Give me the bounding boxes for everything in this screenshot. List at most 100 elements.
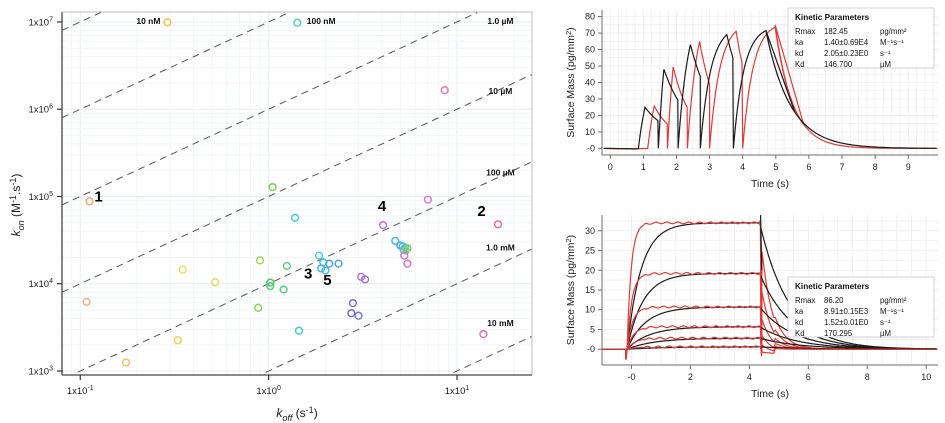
sensorgram-data-curve — [603, 24, 938, 150]
sensorgram-x-axis-title: Time (s) — [751, 178, 789, 190]
sensorgram-x-tick-label: 3 — [707, 162, 712, 172]
sensorgram-y-tick-label: 40 — [585, 78, 595, 88]
kinetic-parameter-key: kd — [795, 318, 803, 327]
sensorgram-y-tick-label: 15 — [585, 285, 595, 295]
sensorgram-x-tick-label: 10 — [921, 372, 931, 382]
scatter-x-tick-label: 1x101 — [445, 385, 470, 397]
panel-sensorgram-bottom: -0 5 10 15 20 25 30 -0 2 4 6 8 10 Time (s) Surface Ma… — [560, 205, 945, 423]
sensorgram-bottom-axis-titles: Time (s) Surface Mass (pg/mm2) — [564, 235, 789, 400]
scatter-point — [403, 259, 412, 268]
isoaffinity-line — [453, 335, 533, 374]
scatter-point — [391, 236, 400, 246]
scatter-annotation: 2 — [477, 203, 485, 220]
sensorgram-x-tick-label: 8 — [865, 372, 870, 382]
kinetic-parameter-value: 86.20 — [824, 296, 844, 305]
scatter-axes — [61, 11, 533, 376]
kinetic-parameter-unit: pg/mm² — [880, 296, 907, 305]
sensorgram-x-tick-label: -0 — [627, 372, 635, 382]
kinetic-parameter-unit: µM — [880, 329, 891, 338]
sensorgram-y-tick-label: 10 — [585, 305, 595, 315]
scatter-point — [255, 256, 265, 265]
kinetic-parameter-unit: µM — [880, 60, 891, 69]
sensorgram-top-svg: -0 10 20 30 40 50 60 70 80 0 1 2 3 4 5 6 7 8 9 Time (s) Sur… — [564, 7, 938, 190]
scatter-x-axis-title: koff (s-1) — [276, 405, 317, 423]
scatter-point — [423, 195, 433, 204]
scatter-point — [440, 86, 449, 95]
sensorgram-x-tick-label: 8 — [873, 162, 878, 172]
scatter-point — [173, 336, 183, 345]
kinetic-parameters-title: Kinetic Parameters — [795, 282, 870, 291]
scatter-point — [82, 297, 91, 307]
kinetic-parameter-key: Rmax — [795, 296, 815, 305]
sensorgram-bottom-ticks: -0 5 10 15 20 25 30 -0 2 4 6 8 10 — [585, 226, 931, 382]
kinetic-parameter-key: Kd — [795, 329, 805, 338]
scatter-point — [317, 264, 326, 273]
panel-kinetic-map: 10 nM 100 nM 1.0 µM 10 µM 100 µM 1.0 mM 10 mM … — [8, 11, 533, 423]
scatter-y-tick-label: 1x107 — [28, 16, 53, 28]
scatter-point — [210, 278, 220, 287]
sensorgram-fit-curve — [603, 29, 937, 150]
scatter-point — [178, 265, 187, 274]
scatter-point — [293, 18, 302, 27]
scatter-annotation: 5 — [323, 272, 331, 289]
scatter-y-axis-title: kon (M-1.s-1) — [8, 174, 26, 237]
kinetic-parameters-box-top: Kinetic Parameters Rmax 182.45 pg/mm² ka 1.40… — [787, 7, 935, 69]
scatter-axis-titles: koff (s-1) kon (M-1.s-1) — [8, 174, 318, 423]
sensorgram-x-tick-label: 9 — [906, 162, 911, 172]
kinetic-parameter-unit: s⁻¹ — [880, 318, 891, 327]
isoaffinity-label: 10 µM — [489, 86, 513, 96]
sensorgram-y-tick-label: 60 — [585, 45, 595, 55]
scatter-point — [401, 246, 411, 255]
sensorgram-x-tick-label: 5 — [773, 162, 778, 172]
sensorgram-injection-spike — [760, 214, 763, 271]
kinetic-parameter-unit: pg/mm² — [880, 27, 907, 36]
kinetic-parameter-value: 8.91±0.15E3 — [824, 307, 868, 316]
panel-sensorgram-top: -0 10 20 30 40 50 60 70 80 0 1 2 3 4 5 6 7 8 9 Time (s) Sur… — [560, 0, 945, 212]
scatter-point — [266, 278, 275, 287]
sensorgram-x-tick-label: 1 — [641, 162, 646, 172]
scatter-y-tick-label: 1x106 — [28, 104, 53, 116]
sensorgram-y-tick-label: 20 — [585, 110, 595, 120]
sensorgram-x-tick-label: 2 — [688, 372, 693, 382]
scatter-point — [85, 197, 94, 206]
sensorgram-y-tick-label: 5 — [590, 324, 595, 334]
sensorgram-x-tick-label: 6 — [806, 372, 811, 382]
scatter-annotation: 1 — [94, 188, 102, 205]
scatter-point — [334, 259, 343, 268]
kinetic-parameter-key: ka — [795, 38, 804, 47]
kinetic-parameter-key: kd — [795, 49, 803, 58]
scatter-point — [294, 326, 304, 335]
sensorgram-data-curve — [602, 345, 938, 360]
scatter-x-tick-label: 1x100 — [256, 385, 281, 397]
scatter-tick-labels: 1x103 1x104 1x105 1x106 1x107 1x10-1 1x100 1x10… — [28, 16, 469, 397]
sensorgram-x-tick-label: 7 — [839, 162, 844, 172]
kinetic-parameter-value: 2.05±0.23E0 — [824, 49, 869, 58]
sensorgram-y-axis-title: Surface Mass (pg/mm2) — [564, 235, 577, 345]
sensorgram-top-curves — [603, 24, 938, 150]
sensorgram-y-tick-label: -0 — [587, 344, 595, 354]
scatter-annotation: 4 — [378, 198, 387, 215]
kinetic-parameter-key: Kd — [795, 60, 805, 69]
isoaffinity-line — [61, 11, 102, 31]
kinetic-parameter-value: 170.295 — [824, 329, 853, 338]
scatter-point — [360, 275, 370, 284]
sensorgram-x-tick-label: 0 — [608, 162, 613, 172]
scatter-point — [254, 303, 263, 312]
scatter-point — [479, 329, 488, 339]
kinetic-parameter-value: 1.40±0.69E4 — [824, 38, 869, 47]
sensorgram-top-gridlines — [602, 10, 938, 155]
isoaffinity-line — [61, 74, 533, 293]
isoaffinity-line — [61, 12, 478, 206]
sensorgram-y-tick-label: 50 — [585, 61, 595, 71]
sensorgram-x-tick-label: 4 — [740, 162, 745, 172]
sensorgram-y-tick-label: 25 — [585, 246, 595, 256]
sensorgram-y-tick-label: 10 — [585, 127, 595, 137]
isoaffinity-label: 10 nM — [136, 16, 160, 26]
scatter-gridlines — [61, 12, 532, 375]
sensorgram-x-axis-title: Time (s) — [751, 388, 789, 400]
isoaffinity-label: 100 nM — [307, 16, 336, 26]
scatter-annotations: 1 2 3 4 5 — [94, 188, 485, 289]
isoaffinity-label: 1.0 mM — [486, 243, 515, 253]
